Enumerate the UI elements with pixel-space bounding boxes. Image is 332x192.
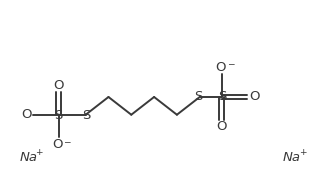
Text: O: O bbox=[54, 79, 64, 92]
Text: S: S bbox=[195, 89, 203, 103]
Text: O: O bbox=[216, 120, 227, 133]
Text: S: S bbox=[82, 109, 91, 122]
Text: O: O bbox=[53, 138, 63, 151]
Text: O: O bbox=[215, 61, 226, 74]
Text: Na: Na bbox=[19, 151, 37, 164]
Text: −: − bbox=[63, 137, 71, 146]
Text: O: O bbox=[21, 108, 32, 121]
Text: S: S bbox=[54, 109, 62, 122]
Text: Na: Na bbox=[283, 151, 301, 164]
Text: +: + bbox=[35, 148, 43, 157]
Text: S: S bbox=[218, 89, 227, 103]
Text: O: O bbox=[249, 90, 260, 103]
Text: −: − bbox=[227, 59, 234, 68]
Text: +: + bbox=[299, 148, 306, 157]
